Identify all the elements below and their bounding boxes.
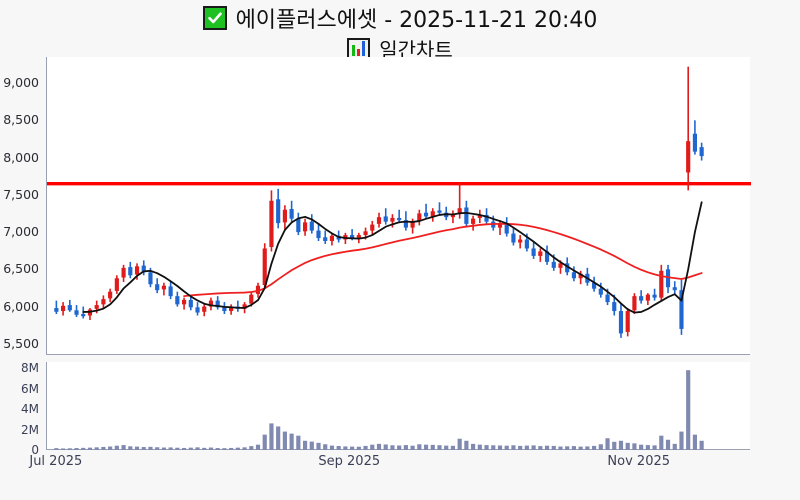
price-panel bbox=[46, 57, 751, 355]
price-candlestick-svg bbox=[47, 66, 751, 338]
price-y-tick: 8,500 bbox=[3, 112, 39, 128]
volume-y-tick: 4M bbox=[21, 402, 39, 417]
bar-chart-icon bbox=[347, 38, 371, 59]
volume-y-tick: 6M bbox=[21, 381, 39, 396]
price-y-tick: 7,000 bbox=[3, 224, 39, 240]
page-title: 에이플러스에셋 - 2025-11-21 20:40 bbox=[235, 8, 598, 33]
volume-y-tick: 8M bbox=[21, 361, 39, 376]
price-y-tick: 6,500 bbox=[3, 261, 39, 277]
price-y-tick: 5,500 bbox=[3, 335, 39, 351]
volume-bars-svg bbox=[54, 370, 704, 450]
price-y-tick: 8,000 bbox=[3, 149, 39, 165]
volume-y-tick: 0 bbox=[31, 443, 39, 457]
x-axis-tick: Sep 2025 bbox=[318, 454, 381, 469]
y-axis-labels: 5,500 6,000 6,500 7,000 7,500 8,000 8,500 9,000… bbox=[0, 0, 44, 500]
check-icon bbox=[202, 6, 227, 30]
chart-title-row: 에이플러스에셋 - 2025-11-21 20:40 bbox=[0, 2, 800, 34]
volume-y-tick: 2M bbox=[21, 422, 39, 437]
price-y-tick: 9,000 bbox=[3, 75, 39, 91]
price-y-tick: 7,500 bbox=[3, 186, 39, 202]
volume-panel bbox=[46, 362, 750, 450]
x-axis-tick: Nov 2025 bbox=[607, 454, 671, 469]
x-axis-tick: Jul 2025 bbox=[29, 454, 83, 469]
price-y-tick: 6,000 bbox=[3, 298, 39, 314]
